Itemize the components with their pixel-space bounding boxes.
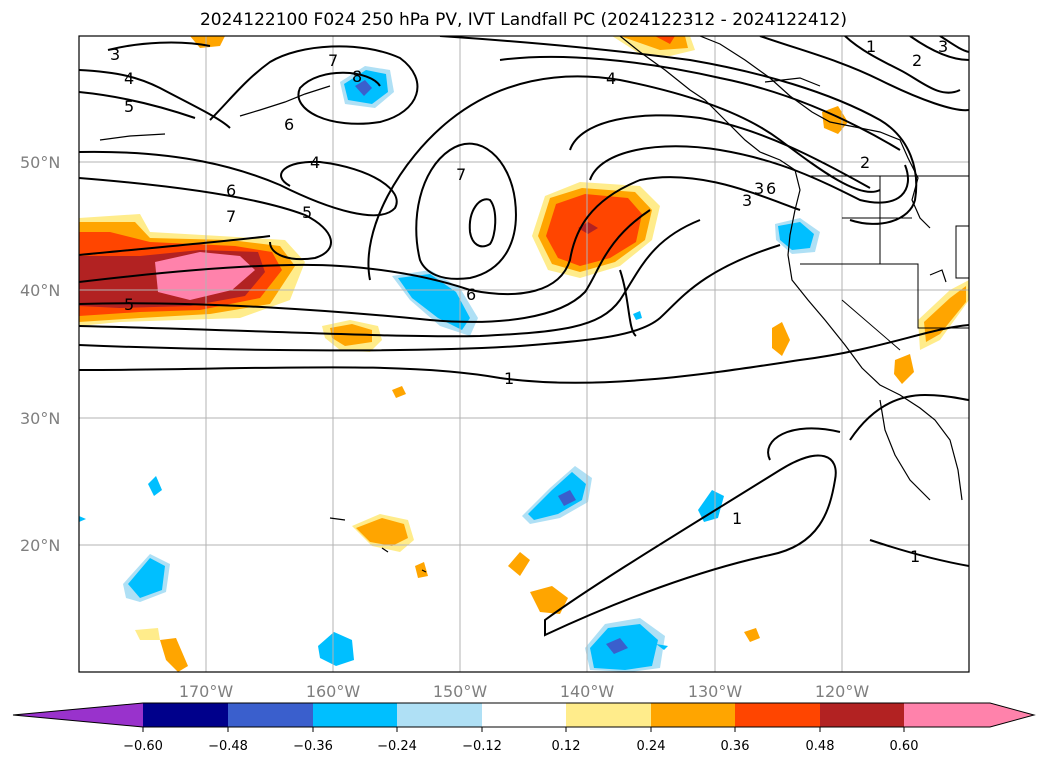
contour-label: 1 [866, 37, 876, 56]
colorbar-segment [735, 703, 820, 727]
negative-anomaly [656, 644, 668, 650]
pc-shading [79, 36, 969, 672]
contour-label: 1 [910, 547, 920, 566]
contour-label: 3 [938, 37, 948, 56]
colorbar-tick: 0.48 [806, 739, 835, 754]
colorbar-tick: −0.12 [462, 739, 502, 754]
contour-label: 6 [284, 115, 294, 134]
contour-label: 6 [466, 285, 476, 304]
colorbar-tick: −0.24 [377, 739, 417, 754]
negative-anomaly [79, 516, 86, 522]
colorbar-tick: 0.24 [637, 739, 666, 754]
contour-label: 8 [352, 67, 362, 86]
positive-anomaly-spot [135, 628, 160, 640]
pv-contours [79, 36, 969, 637]
longitude-labels: 170°W 160°W 150°W 140°W 130°W 120°W [179, 682, 870, 701]
positive-anomaly-spot [508, 552, 530, 576]
negative-anomaly [528, 472, 586, 520]
positive-anomaly-spot [356, 518, 408, 546]
positive-anomaly-spot [160, 638, 188, 672]
colorbar-segment [820, 703, 904, 727]
lon-label-170w: 170°W [179, 682, 234, 701]
contour-label-group: 3 4 5 7 8 6 4 6 7 5 7 6 5 1 4 3 3 6 2 1 … [110, 37, 948, 566]
colorbar-extend-high [904, 703, 1034, 727]
colorbar-segment [482, 703, 566, 727]
contour-label: 3 [742, 191, 752, 210]
contour-label: 5 [124, 295, 134, 314]
contour-label: 7 [328, 51, 338, 70]
positive-anomaly-spot [894, 354, 914, 384]
colorbar-segment [143, 703, 228, 727]
lon-label-140w: 140°W [560, 682, 615, 701]
positive-anomaly-west [155, 252, 255, 300]
contour-label: 1 [732, 509, 742, 528]
colorbar-segment [228, 703, 313, 727]
colorbar: −0.60 −0.48 −0.36 −0.24 −0.12 0.12 0.24 … [12, 702, 1036, 754]
contour-label: 6 [226, 181, 236, 200]
contour-label: 7 [456, 165, 466, 184]
contour-label: 7 [226, 207, 236, 226]
negative-anomaly-core [558, 490, 576, 506]
lon-label-160w: 160°W [306, 682, 361, 701]
negative-anomaly-core [355, 80, 372, 96]
colorbar-segment [566, 703, 651, 727]
lon-label-120w: 120°W [815, 682, 870, 701]
positive-anomaly-spot [744, 628, 760, 642]
lon-label-130w: 130°W [688, 682, 743, 701]
contour-label: 4 [606, 69, 616, 88]
negative-anomaly-core [606, 638, 628, 654]
contour-label: 4 [310, 153, 320, 172]
contour-label: 1 [504, 369, 514, 388]
latitude-labels: 50°N 40°N 30°N 20°N [20, 153, 60, 555]
lat-label-20n: 20°N [20, 536, 60, 555]
contour-label: 3 [110, 45, 120, 64]
positive-anomaly-spot [415, 562, 428, 578]
positive-anomaly-spot [530, 586, 568, 614]
contour-label: 5 [124, 97, 134, 116]
negative-anomaly [398, 274, 470, 330]
colorbar-tick: −0.48 [208, 739, 248, 754]
contour-label: 2 [912, 51, 922, 70]
negative-anomaly [128, 558, 165, 598]
lat-label-40n: 40°N [20, 281, 60, 300]
contour-label: 4 [124, 69, 134, 88]
colorbar-segment [651, 703, 735, 727]
colorbar-tick: −0.36 [293, 739, 333, 754]
colorbar-extend-low [13, 703, 143, 727]
contour-label: 6 [766, 179, 776, 198]
map-frame [78, 35, 970, 673]
positive-anomaly-spot [772, 322, 790, 356]
lon-label-150w: 150°W [433, 682, 488, 701]
colorbar-tick: −0.60 [123, 739, 163, 754]
negative-anomaly [778, 222, 814, 250]
negative-anomaly [318, 632, 354, 666]
contour-label: 5 [302, 203, 312, 222]
colorbar-segment [313, 703, 397, 727]
positive-anomaly-spot [392, 386, 406, 398]
negative-anomaly [148, 476, 162, 496]
positive-anomaly-spot [655, 36, 675, 44]
lat-label-30n: 30°N [20, 409, 60, 428]
contour-label: 3 [754, 179, 764, 198]
colorbar-tick: 0.60 [890, 739, 919, 754]
map-title: 2024122100 F024 250 hPa PV, IVT Landfall… [199, 10, 847, 30]
colorbar-segment [397, 703, 482, 727]
negative-anomaly [698, 490, 724, 522]
colorbar-tick: 0.12 [552, 739, 581, 754]
colorbar-tick: 0.36 [721, 739, 750, 754]
contour-label: 2 [860, 153, 870, 172]
lat-label-50n: 50°N [20, 153, 60, 172]
coastline [99, 36, 963, 573]
negative-anomaly [633, 311, 642, 320]
